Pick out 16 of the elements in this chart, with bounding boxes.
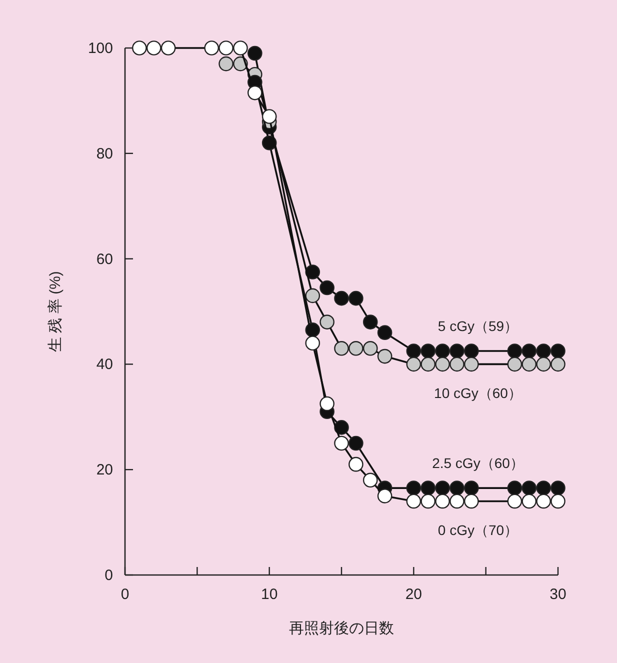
y-axis-title: 生 残 率 (%) [47, 271, 64, 352]
series-label: 0 cGy（70） [438, 522, 518, 538]
series-label: 10 cGy（60） [434, 385, 522, 402]
y-tick-label: 40 [96, 356, 113, 374]
x-tick-label: 0 [120, 586, 130, 603]
x-axis-title: 再照射後の日数 [289, 620, 394, 637]
y-tick-label: 80 [96, 145, 113, 162]
y-tick-label: 0 [104, 567, 113, 584]
series-label: 2.5 cGy（60） [432, 455, 524, 472]
x-tick-label: 20 [405, 586, 422, 603]
y-tick-label: 60 [96, 250, 113, 268]
y-tick-label: 100 [88, 40, 113, 57]
x-tick-label: 10 [260, 586, 278, 603]
x-tick-label: 30 [550, 586, 566, 603]
series-label: 5 cGy（59） [438, 318, 518, 334]
y-tick-label: 20 [96, 462, 113, 479]
